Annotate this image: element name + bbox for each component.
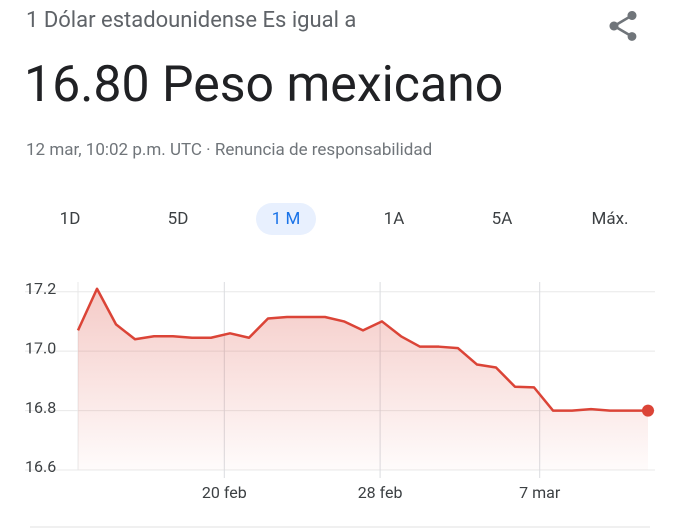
last-point	[642, 404, 654, 417]
range-tab[interactable]: 5D	[167, 209, 189, 229]
x-tick-label: 20 feb	[202, 483, 247, 502]
range-tab[interactable]: 1A	[383, 209, 405, 229]
from-label: 1 Dólar estadounidense Es igual a	[26, 8, 357, 33]
range-tab[interactable]: Máx.	[591, 209, 629, 229]
x-tick-label: 7 mar	[519, 483, 561, 502]
y-tick-label: 17.0	[25, 338, 56, 357]
range-tab[interactable]: 1D	[59, 209, 81, 229]
line	[76, 287, 648, 412]
result: 16.80 Peso mexicano	[24, 56, 504, 114]
timestamp: 12 mar, 10:02 p.m. UTC · Renuncia de res…	[26, 140, 433, 160]
x-tick-label: 28 feb	[358, 483, 403, 502]
range-tab[interactable]: 1 M	[256, 203, 316, 235]
range-tab[interactable]: 5A	[491, 209, 513, 229]
y-tick-label: 16.6	[25, 457, 56, 476]
y-tick-label: 16.8	[25, 398, 56, 417]
y-tick-label: 17.2	[25, 279, 56, 298]
area	[78, 288, 648, 470]
share-icon[interactable]	[605, 8, 641, 44]
